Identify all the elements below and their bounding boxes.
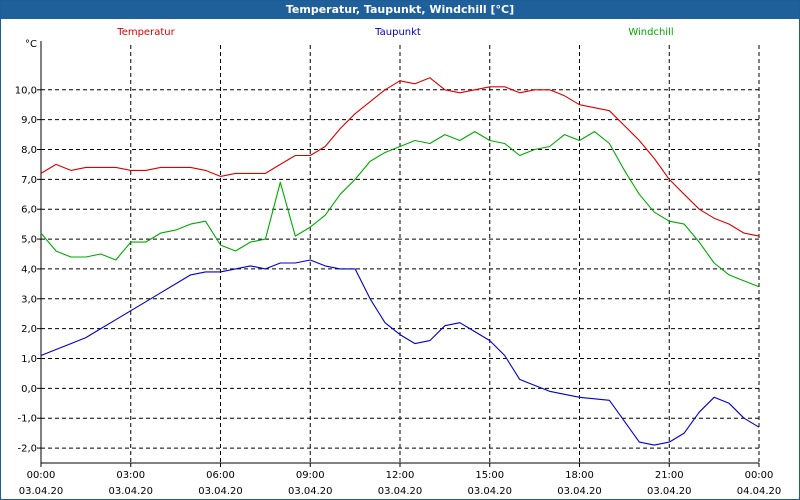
x-tick-date-label: 03.04.20	[198, 486, 243, 497]
y-tick-label: 5,0	[21, 235, 37, 246]
axes	[37, 41, 760, 467]
series-line-taupunkt	[40, 259, 760, 446]
y-tick-label: -2,0	[17, 444, 37, 455]
window-title: Temperatur, Taupunkt, Windchill [°C]	[1, 1, 799, 19]
y-axis-unit-label: °C	[25, 39, 37, 50]
y-tick-label: 10,0	[15, 85, 37, 96]
legend: Temperatur Taupunkt Windchill	[116, 27, 673, 38]
series-lines	[40, 77, 760, 446]
x-tick-date-label: 03.04.20	[647, 486, 692, 497]
y-tick-label: 9,0	[21, 115, 37, 126]
x-tick-time-label: 18:00	[565, 470, 594, 481]
y-tick-label: 3,0	[21, 294, 37, 305]
x-tick-date-label: 03.04.20	[19, 486, 64, 497]
legend-label-windchill: Windchill	[628, 27, 673, 38]
x-tick-time-label: 21:00	[655, 470, 684, 481]
tick-labels: -2,0 -1,0 0,0 1,0 2,0 3,0 4,0 5,0 6,0 7,0 8,0 9,0 10…	[15, 85, 782, 497]
x-tick-date-label: 03.04.20	[288, 486, 333, 497]
legend-label-taupunkt: Taupunkt	[374, 27, 421, 38]
y-tick-label: 4,0	[21, 264, 37, 275]
y-tick-label: 0,0	[21, 384, 37, 395]
x-tick-time-label: 12:00	[386, 470, 415, 481]
plot-background	[41, 45, 759, 463]
x-tick-date-label: 04.04.20	[737, 486, 782, 497]
y-tick-label: 7,0	[21, 175, 37, 186]
x-tick-date-label: 03.04.20	[378, 486, 423, 497]
x-tick-time-label: 00:00	[27, 470, 56, 481]
series-line-windchill	[40, 131, 760, 288]
x-tick-time-label: 06:00	[206, 470, 235, 481]
x-tick-date-label: 03.04.20	[467, 486, 512, 497]
y-tick-label: 6,0	[21, 205, 37, 216]
x-tick-time-label: 00:00	[745, 470, 774, 481]
x-tick-time-label: 03:00	[116, 470, 145, 481]
y-tick-label: -1,0	[17, 414, 37, 425]
legend-label-temperatur: Temperatur	[116, 27, 175, 38]
y-tick-label: 1,0	[21, 354, 37, 365]
x-tick-time-label: 15:00	[475, 470, 504, 481]
x-tick-date-label: 03.04.20	[108, 486, 153, 497]
x-tick-date-label: 03.04.20	[557, 486, 602, 497]
series-line-temperatur	[40, 77, 760, 237]
plot-area	[41, 45, 759, 463]
y-tick-label: 2,0	[21, 324, 37, 335]
x-tick-time-label: 09:00	[296, 470, 325, 481]
grid-lines	[41, 45, 760, 463]
y-tick-label: 8,0	[21, 145, 37, 156]
